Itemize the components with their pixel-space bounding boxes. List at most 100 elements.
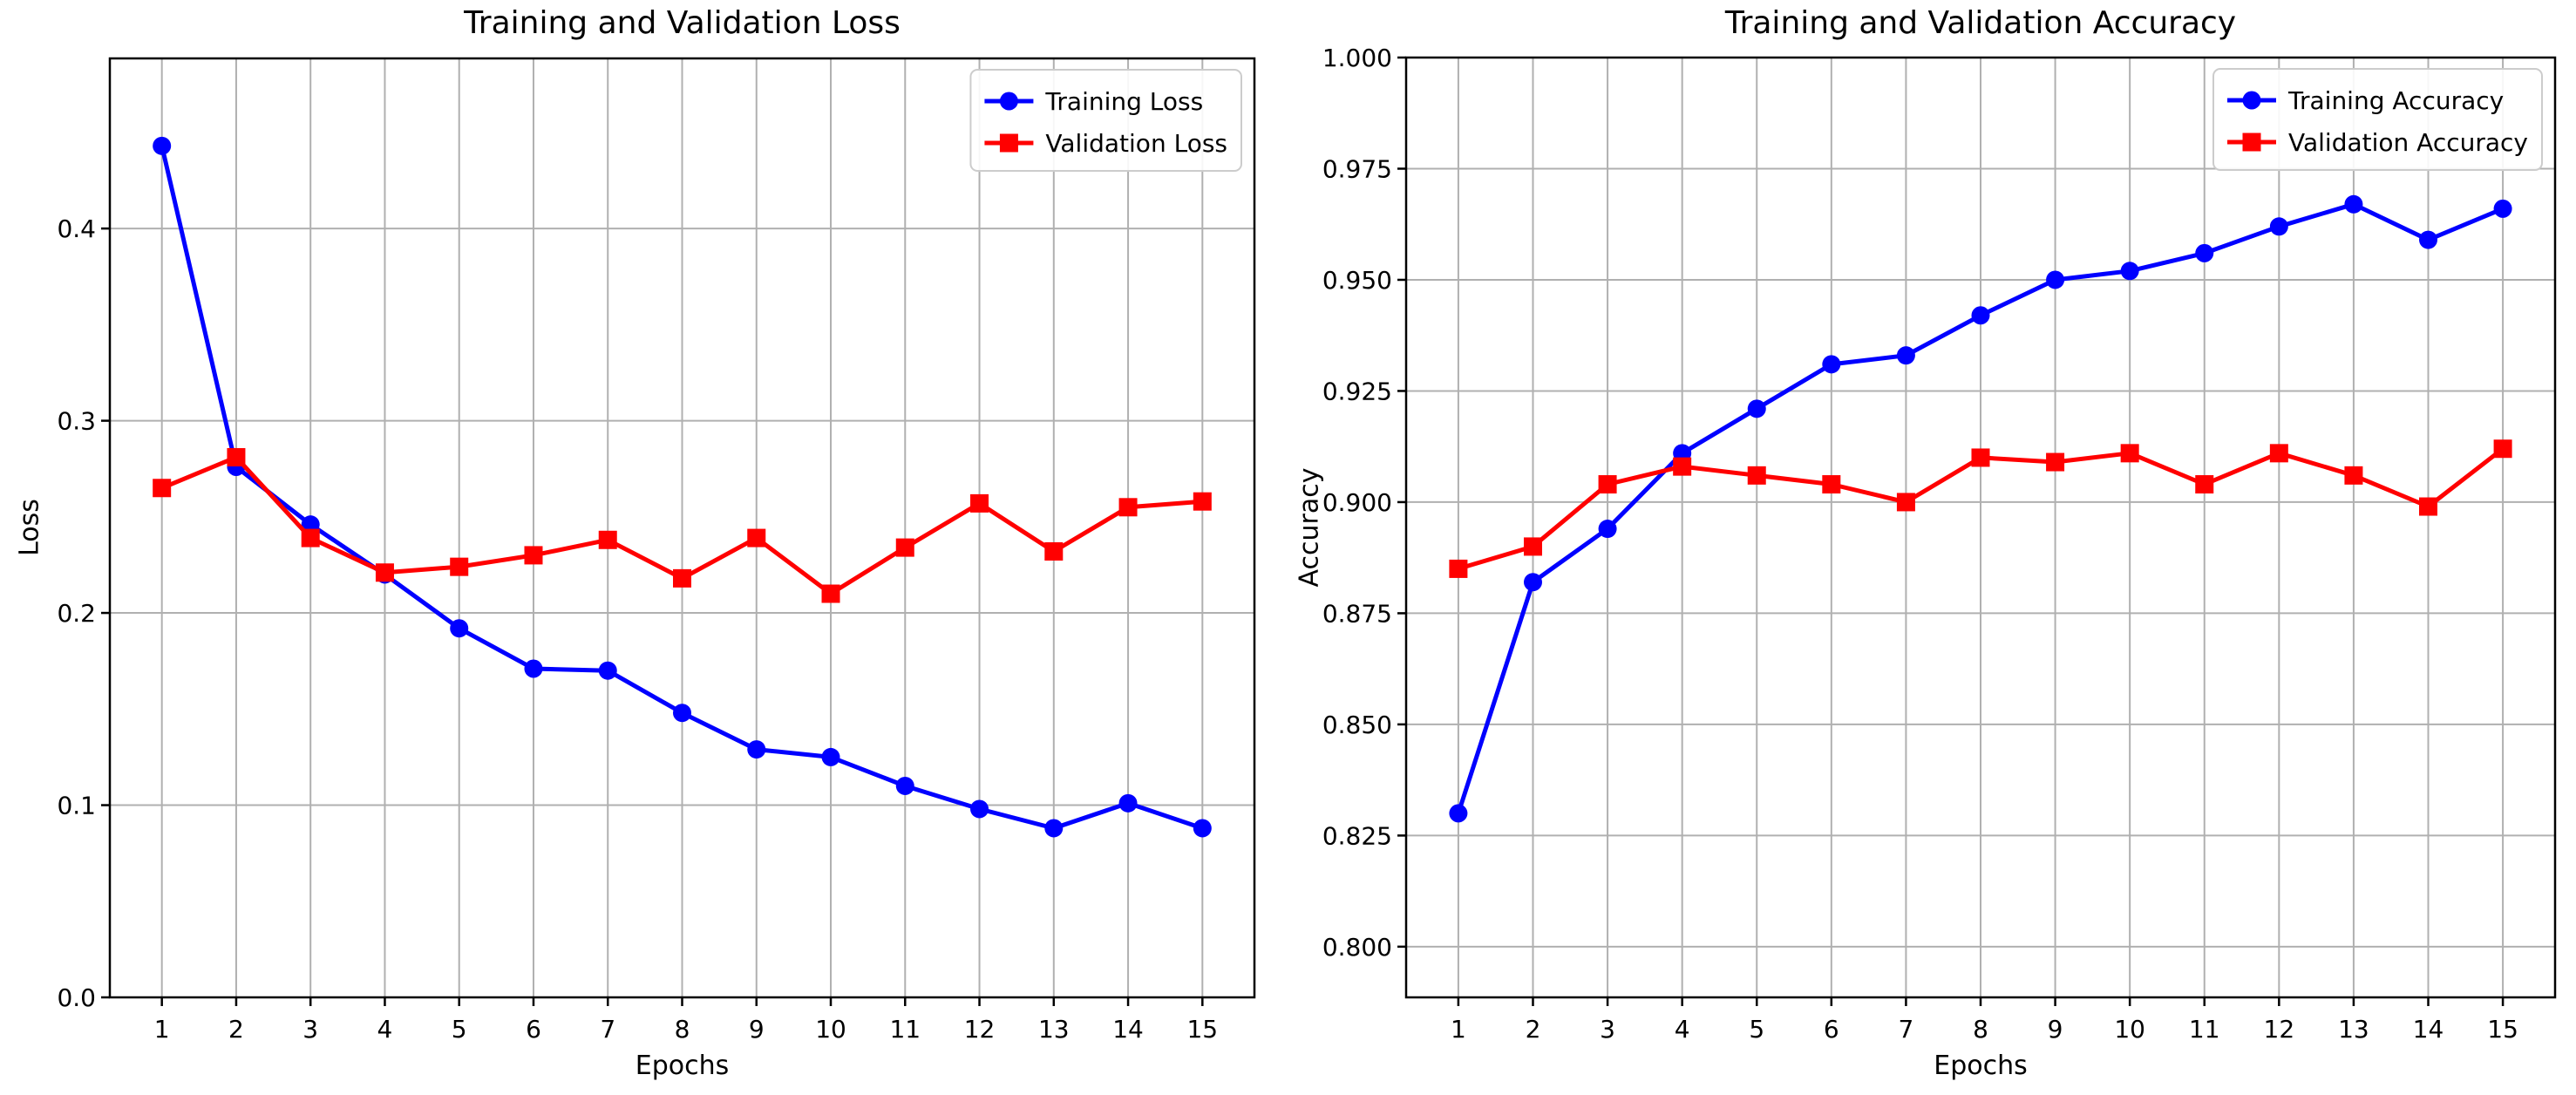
training-loss-marker	[524, 659, 543, 678]
legend-validation-accuracy-marker	[2242, 133, 2261, 152]
validation-accuracy-marker	[2344, 466, 2363, 485]
training-accuracy-marker	[1896, 346, 1915, 365]
training-accuracy-marker	[2493, 199, 2512, 218]
validation-accuracy-marker	[2493, 439, 2512, 459]
accuracy-plot-svg: 0.800 0.825 0.850 0.875 0.900 0.925 0.950 0.975…	[1322, 44, 2557, 1044]
y-tick-label: 0.800	[1322, 933, 1392, 962]
x-tick-label: 15	[1186, 1015, 1218, 1044]
x-tick-label: 2	[1526, 1015, 1541, 1044]
x-tick-label: 4	[377, 1015, 393, 1044]
training-accuracy-marker	[2046, 270, 2065, 289]
x-tick-label: 7	[600, 1015, 615, 1044]
x-tick-label: 6	[526, 1015, 541, 1044]
x-tick-label: 15	[2487, 1015, 2518, 1044]
validation-accuracy-marker	[2269, 444, 2288, 463]
loss-x-axis-label: Epochs	[635, 1051, 730, 1081]
training-loss-marker	[970, 799, 989, 819]
validation-accuracy-marker	[1449, 559, 1468, 578]
y-tick-label: 0.4	[57, 214, 96, 243]
validation-accuracy-marker	[1822, 475, 1841, 494]
x-tick-label: 8	[675, 1015, 690, 1044]
validation-accuracy-marker	[2419, 497, 2438, 516]
y-tick-label: 0.900	[1322, 488, 1392, 517]
validation-loss-marker	[227, 447, 246, 466]
x-tick-label: 14	[2413, 1015, 2444, 1044]
x-tick-label: 7	[1899, 1015, 1914, 1044]
y-tick-label: 0.925	[1322, 377, 1392, 405]
validation-accuracy-marker	[2046, 452, 2065, 472]
axis-spines	[1404, 56, 2557, 999]
y-tick-label: 0.950	[1322, 266, 1392, 295]
x-tick-label: 9	[749, 1015, 765, 1044]
x-tick-label: 5	[1749, 1015, 1764, 1044]
training-accuracy-marker	[2269, 217, 2288, 236]
validation-loss-marker	[375, 563, 394, 582]
legend-validation-loss-marker	[999, 133, 1018, 153]
legend: Training Loss Validation Loss	[969, 69, 1242, 172]
training-loss-marker	[1193, 819, 1212, 838]
training-loss-marker	[673, 704, 691, 723]
legend-box	[2212, 68, 2543, 171]
training-loss-marker	[821, 747, 840, 766]
validation-loss-marker	[450, 557, 469, 576]
x-tick-label: 1	[1451, 1015, 1466, 1044]
y-tick-label: 0.850	[1322, 711, 1392, 739]
validation-loss-marker	[1118, 498, 1138, 517]
y-tick-label: 0.2	[57, 599, 96, 628]
x-tick-label: 10	[815, 1015, 846, 1044]
training-accuracy-marker	[1747, 399, 1766, 418]
x-tick-label: 3	[1600, 1015, 1615, 1044]
validation-loss-marker	[895, 538, 914, 557]
legend-training-loss-marker	[999, 92, 1018, 111]
y-tick-label: 1.000	[1322, 44, 1392, 72]
y-tick-label: 0.875	[1322, 599, 1392, 628]
x-tick-label: 4	[1675, 1015, 1690, 1044]
validation-loss-marker	[673, 568, 691, 588]
validation-loss-marker	[1193, 492, 1212, 511]
x-tick-label: 5	[452, 1015, 467, 1044]
training-accuracy-marker	[1822, 355, 1841, 374]
accuracy-y-axis-label: Accuracy	[1294, 467, 1325, 588]
training-loss-marker	[1044, 819, 1064, 838]
x-tick-label: 11	[889, 1015, 921, 1044]
validation-loss-marker	[301, 528, 320, 548]
training-accuracy-marker	[2195, 243, 2214, 262]
x-tick-label: 2	[228, 1015, 244, 1044]
x-tick-label: 3	[302, 1015, 318, 1044]
validation-accuracy-marker	[1896, 493, 1915, 512]
x-tick-label: 1	[154, 1015, 170, 1044]
training-loss-marker	[450, 619, 469, 638]
loss-y-axis-label: Loss	[14, 499, 45, 556]
accuracy-chart-title: Training and Validation Accuracy	[1724, 5, 2237, 41]
x-tick-label: 12	[2264, 1015, 2295, 1044]
training-accuracy-marker	[1449, 804, 1468, 823]
x-tick-label: 11	[2189, 1015, 2220, 1044]
training-accuracy-marker	[2419, 230, 2438, 249]
validation-loss-marker	[524, 546, 543, 565]
x-tick-label: 10	[2114, 1015, 2145, 1044]
loss-chart: 0.0 0.1 0.2 0.3 0.4 1 2 3 4 5 6 7 8 9 10 11 12 13 14 15 Trai…	[14, 5, 1256, 1081]
validation-loss-marker	[153, 479, 172, 498]
legend-training-accuracy-marker	[2242, 91, 2261, 110]
x-tick-label: 14	[1112, 1015, 1144, 1044]
training-loss-marker	[598, 661, 617, 680]
validation-loss-marker	[598, 530, 617, 549]
validation-loss-marker	[1044, 542, 1064, 561]
x-tick-label: 6	[1824, 1015, 1839, 1044]
validation-accuracy-marker	[1673, 457, 1692, 476]
legend-box	[969, 69, 1242, 172]
training-accuracy-marker	[2120, 262, 2139, 281]
x-tick-label: 13	[2338, 1015, 2369, 1044]
legend-label: Validation Loss	[1045, 129, 1227, 158]
accuracy-chart: 0.800 0.825 0.850 0.875 0.900 0.925 0.950 0.975…	[1290, 0, 2576, 1095]
axis-spines	[108, 57, 1256, 999]
validation-accuracy-marker	[1598, 475, 1617, 494]
legend-label: Validation Accuracy	[2288, 128, 2528, 157]
validation-accuracy-marker	[1523, 537, 1542, 556]
y-tick-label: 0.825	[1322, 821, 1392, 850]
validation-loss-marker	[970, 493, 989, 513]
training-loss-marker	[747, 740, 766, 759]
validation-accuracy-marker	[1971, 448, 1990, 467]
y-tick-label: 0.1	[57, 792, 96, 820]
